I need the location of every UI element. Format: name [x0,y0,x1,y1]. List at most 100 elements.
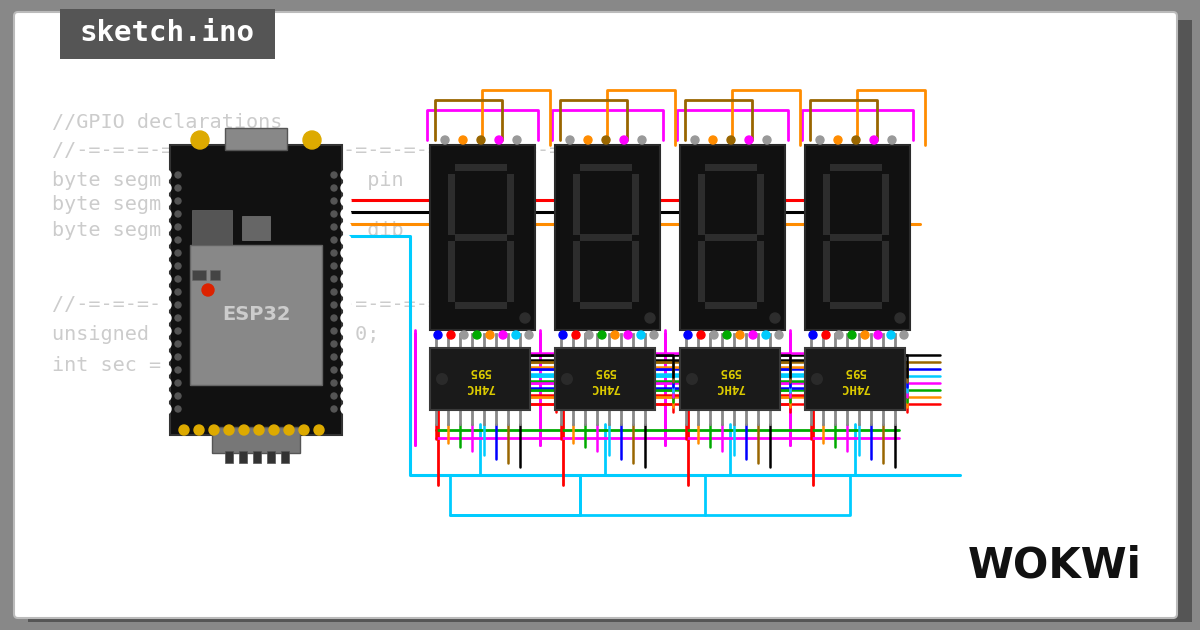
Bar [170,145,342,435]
Circle shape [816,136,824,144]
Circle shape [175,341,181,347]
Circle shape [709,136,718,144]
Circle shape [175,393,181,399]
Bar [455,234,508,241]
Circle shape [161,248,172,258]
Circle shape [727,136,734,144]
Bar [226,451,233,463]
Bar [253,451,262,463]
Circle shape [341,183,352,193]
Circle shape [331,185,337,191]
Circle shape [239,425,250,435]
Bar [508,241,514,302]
Circle shape [686,373,698,385]
Circle shape [763,136,772,144]
Circle shape [331,237,337,243]
Circle shape [161,339,172,349]
Circle shape [710,331,718,339]
Circle shape [175,211,181,217]
Circle shape [442,136,449,144]
Circle shape [209,425,220,435]
Circle shape [175,315,181,321]
Circle shape [161,404,172,414]
Circle shape [175,198,181,204]
Bar [60,9,275,59]
Circle shape [584,136,592,144]
Circle shape [341,352,352,362]
Circle shape [473,331,481,339]
Text: 74HC: 74HC [590,381,620,394]
Circle shape [341,170,352,180]
Circle shape [697,331,706,339]
Bar [706,164,757,171]
Circle shape [434,331,442,339]
Text: //-=-=-=-=-=-=-=-=-=-=-=-=-=-=-=-=-=-=-=-=-: //-=-=-=-=-=-=-=-=-=-=-=-=-=-=-=-=-=-=-=… [52,142,574,161]
Circle shape [834,136,842,144]
Circle shape [436,373,448,385]
Circle shape [331,211,337,217]
Bar [508,174,514,235]
Circle shape [341,378,352,388]
Circle shape [331,367,337,373]
Bar [698,241,706,302]
Bar [574,241,580,302]
Circle shape [224,425,234,435]
Circle shape [175,250,181,256]
Bar [632,174,640,235]
Bar [823,241,830,302]
Circle shape [341,365,352,375]
Bar [757,241,764,302]
Bar [190,245,322,385]
Bar [430,145,535,330]
Circle shape [341,326,352,336]
Circle shape [175,406,181,412]
Circle shape [341,404,352,414]
Bar [430,348,530,410]
Bar [455,302,508,309]
Circle shape [161,287,172,297]
Circle shape [458,136,467,144]
Circle shape [822,331,830,339]
Text: byte segm     14; // S    pin: byte segm 14; // S pin [52,171,403,190]
Circle shape [341,287,352,297]
Circle shape [175,172,181,178]
Circle shape [874,331,882,339]
Text: byte segm     13; // D    dib: byte segm 13; // D dib [52,220,403,239]
Circle shape [900,331,908,339]
Circle shape [314,425,324,435]
Circle shape [514,136,521,144]
Circle shape [598,331,606,339]
Circle shape [887,331,895,339]
Text: int sec = 1, m = 0;: int sec = 1, m = 0; [52,355,282,374]
Circle shape [179,425,190,435]
Circle shape [835,331,842,339]
Circle shape [331,393,337,399]
Circle shape [331,250,337,256]
Circle shape [161,196,172,206]
Circle shape [341,261,352,271]
Bar [226,128,287,150]
Circle shape [848,331,856,339]
Circle shape [888,136,896,144]
Circle shape [331,380,337,386]
Circle shape [341,196,352,206]
Text: //GPIO declarations: //GPIO declarations [52,113,282,132]
Circle shape [496,136,503,144]
Bar [580,164,632,171]
Circle shape [762,331,770,339]
Bar [882,241,889,302]
Bar [706,234,757,241]
Circle shape [620,136,628,144]
Circle shape [175,263,181,269]
Circle shape [809,331,817,339]
Bar [266,451,275,463]
Circle shape [331,341,337,347]
Circle shape [331,406,337,412]
Bar [580,234,632,241]
Circle shape [624,331,632,339]
Circle shape [341,300,352,310]
Bar [242,216,270,240]
Circle shape [460,331,468,339]
Circle shape [175,367,181,373]
Circle shape [478,136,485,144]
